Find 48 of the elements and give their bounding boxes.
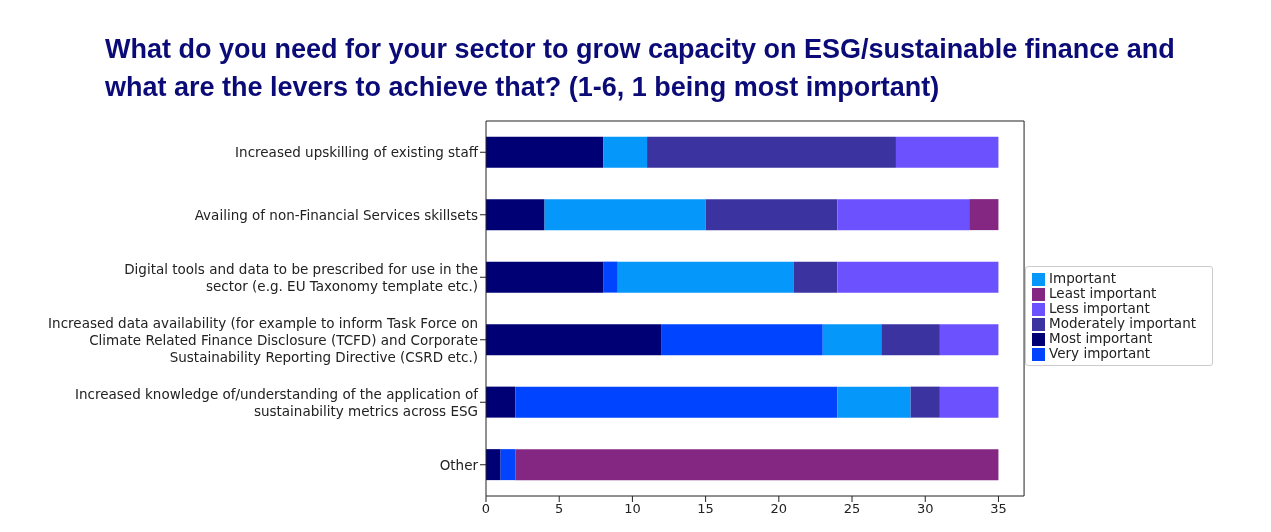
bar (486, 261, 604, 293)
bar (617, 261, 794, 293)
legend-label: Most important (1049, 330, 1153, 346)
bar (486, 324, 662, 356)
x-tick-label: 15 (697, 501, 714, 517)
bar (486, 199, 545, 231)
bar (837, 199, 970, 231)
x-tick-label: 35 (990, 501, 1007, 517)
bar (486, 386, 516, 418)
bar (939, 386, 999, 418)
bar (603, 136, 648, 168)
bar (895, 136, 999, 168)
bar (661, 324, 823, 356)
bar (969, 199, 999, 231)
x-tick-label: 20 (770, 501, 788, 517)
legend-label: Very important (1049, 345, 1151, 361)
bar (647, 136, 896, 168)
legend-label: Least important (1049, 285, 1157, 301)
legend-label: Moderately important (1049, 315, 1196, 331)
bar (837, 386, 911, 418)
bar (705, 199, 838, 231)
bar (837, 261, 999, 293)
y-tick-label: Increased knowledge of/understanding of the application of sustainability metrics across ESG (75, 385, 480, 419)
y-tick-label: Other (439, 456, 479, 473)
x-tick-label: 5 (555, 501, 564, 517)
bar (515, 449, 999, 481)
y-tick-label: Availing of non-Financial Services skillsets (194, 206, 478, 223)
y-tick-label: Increased data availability (for example to inform Task Force on Climate Related Finance Disclosure (TCFD) and Corporate Sustainability Reporting Directive (CSRD etc.) (48, 314, 478, 365)
bar (793, 261, 838, 293)
legend-label: Less important (1049, 300, 1150, 316)
y-tick-label: Increased upskilling of existing staff (235, 144, 479, 161)
x-tick-label: 10 (624, 501, 641, 517)
chart-title: What do you need for your sector to grow capacity on ESG/sustainable finance and what are the levers to achieve that? (1-6, 1 being most important) (104, 33, 1176, 104)
bar (910, 386, 940, 418)
bar (939, 324, 999, 356)
bar (544, 199, 706, 231)
bar (486, 449, 501, 481)
bar (515, 386, 838, 418)
x-tick-label: 25 (843, 501, 861, 517)
y-tick-label: Digital tools and data to be prescribed for use in the sector (e.g. EU Taxonomy template etc.) (124, 260, 478, 294)
bar (603, 261, 618, 293)
bar (486, 136, 604, 168)
bar (881, 324, 940, 356)
bar (822, 324, 882, 356)
x-tick-label: 0 (481, 501, 491, 517)
legend-label: Important (1049, 270, 1116, 286)
x-tick-label: 30 (916, 501, 934, 517)
bar (500, 449, 516, 481)
